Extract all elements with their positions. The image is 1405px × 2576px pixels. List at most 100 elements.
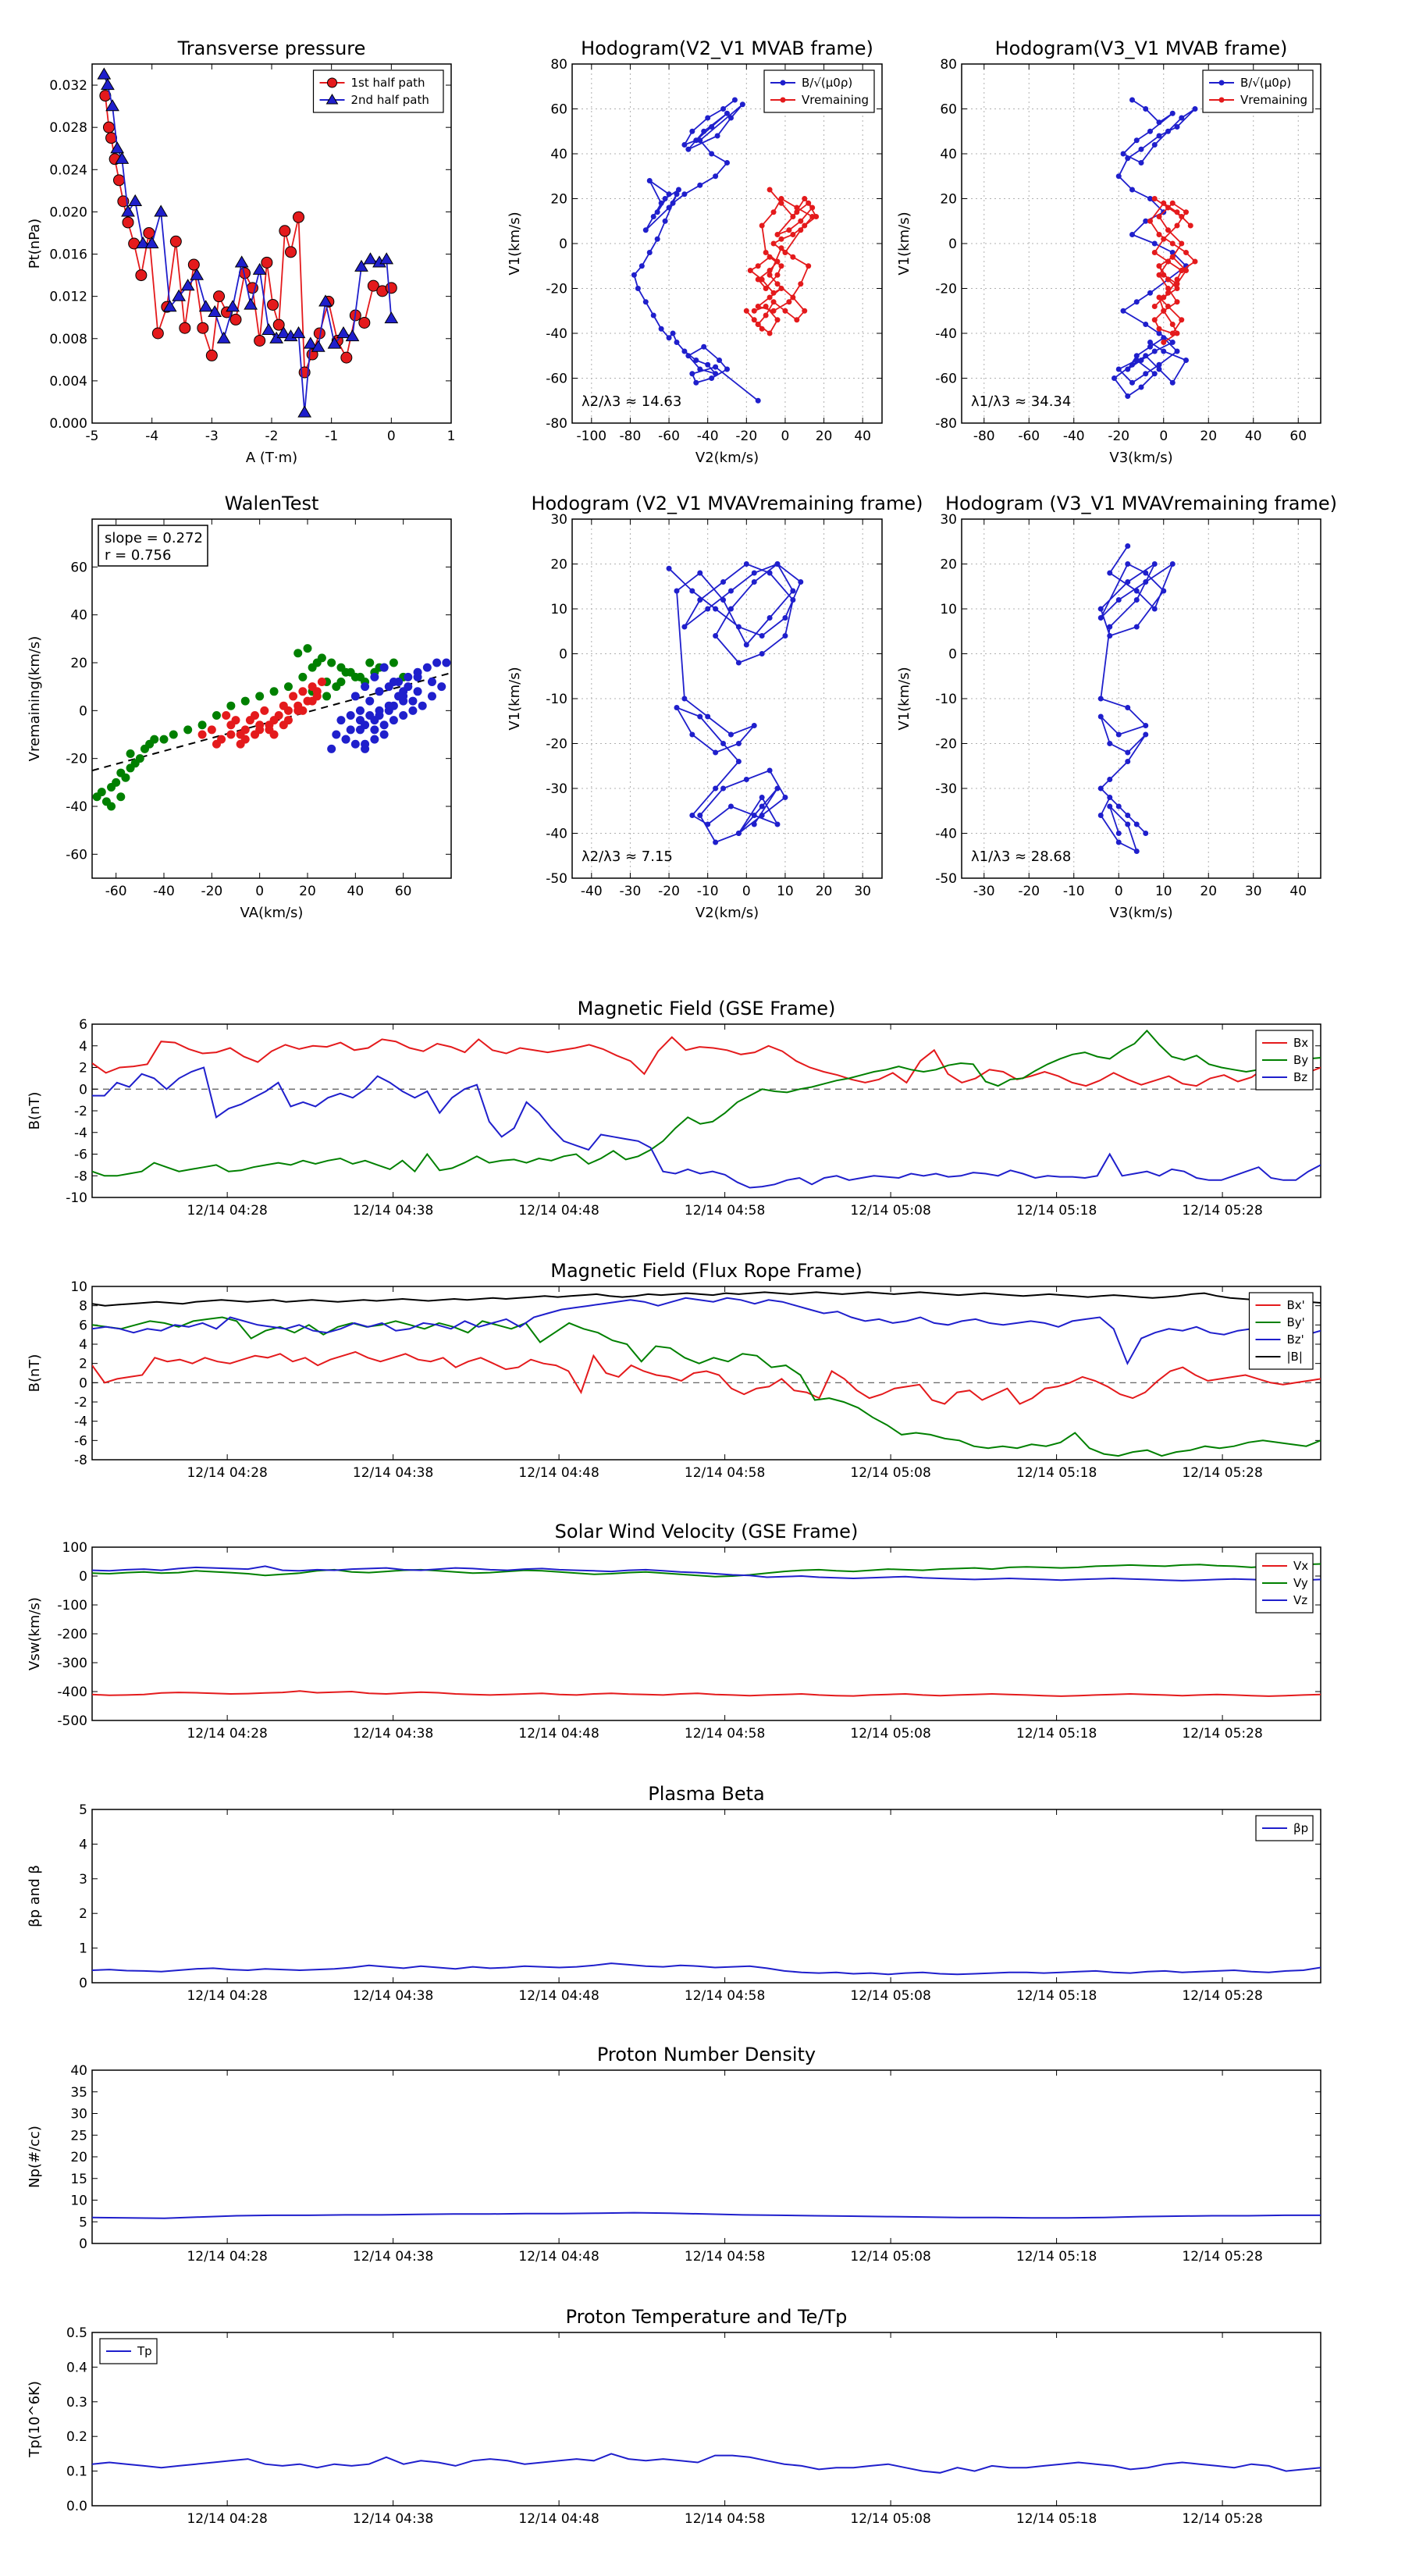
data-point [713,749,719,756]
data-point [1115,366,1122,372]
data-point [755,322,761,327]
x-tick-label: 1 [447,429,456,444]
data-point [727,115,734,121]
data-point [1143,371,1149,377]
y-tick-label: -2 [74,1395,87,1411]
data-point [767,767,773,774]
data-point [97,67,112,80]
data-point [705,821,711,827]
y-tick-label: -20 [66,752,87,767]
x-tick-label: -60 [658,429,680,444]
series-0 [92,2211,1321,2219]
x-axis-label: VA(km/s) [240,905,304,921]
data-point [346,710,355,720]
data-point [1133,849,1140,854]
x-tick-label: -3 [205,429,219,444]
data-point [336,678,346,687]
data-point [427,692,436,701]
data-point [413,672,422,681]
data-point [322,692,332,701]
y-tick-label: 10 [70,2194,87,2209]
data-point [778,236,784,242]
data-point [1125,705,1131,710]
x-tick-label: -20 [1018,884,1040,899]
y-tick-label: -10 [66,1190,87,1206]
data-point [222,710,231,720]
data-point [150,735,159,744]
data-point [709,151,715,157]
data-point [642,299,649,305]
data-point [1161,348,1167,354]
y-tick-label: -8 [74,1453,87,1468]
series-0 [1097,543,1176,854]
series-Vremaining [743,187,820,336]
data-point [735,831,742,836]
data-point [713,371,719,377]
data-point [778,200,784,206]
data-point [798,281,804,287]
data-point [1174,124,1180,130]
series-line [92,1316,1321,1457]
plot-area [92,1962,1321,1976]
data-point [212,739,221,749]
y-axis-label: Vsw(km/s) [27,1597,43,1670]
data-point [365,658,375,667]
data-point [786,227,792,233]
data-point [1187,222,1193,229]
y-tick-label: -30 [935,781,957,797]
y-tick-label: 20 [550,192,567,208]
data-point [1165,290,1171,296]
data-point [770,209,777,215]
x-tick-label: 12/14 05:28 [1182,1726,1262,1742]
data-point [747,268,753,273]
y-tick-label: -4 [74,1414,87,1430]
data-point [350,692,360,701]
y-tick-label: 60 [940,102,957,118]
data-point [782,250,788,255]
legend-label: 2nd half path [351,93,429,107]
data-point [363,252,378,265]
data-point [121,205,135,217]
plot-area [97,67,399,418]
data-point [231,716,240,725]
legend-label: Vremaining [802,93,869,107]
y-tick-label: -10 [935,692,957,707]
data-point [1133,137,1140,144]
data-point [1161,200,1167,206]
data-point [1125,813,1131,818]
data-point [261,256,273,269]
x-tick-label: -5 [86,429,99,444]
series-line [92,1291,1321,1307]
data-point [1112,375,1117,381]
series-line [92,1565,1321,1582]
data-point [646,250,653,255]
y-tick-label: 20 [940,557,957,573]
x-tick-label: 12/14 05:08 [850,1465,930,1481]
data-point [269,716,279,725]
y-tick-label: 30 [940,512,957,528]
data-point [767,330,773,336]
data-point [341,667,350,677]
data-point [705,361,711,368]
annotation-line: r = 0.756 [105,547,171,564]
data-point [116,792,126,802]
data-point [298,672,308,681]
annotation-box [98,525,208,567]
x-tick-label: 40 [854,429,871,444]
data-point [1143,322,1149,327]
data-point [267,298,279,311]
data-point [751,821,757,827]
data-point [1174,281,1180,287]
y-tick-label: 0.032 [49,78,87,94]
x-tick-label: 12/14 04:38 [353,2511,433,2527]
data-point [1147,343,1153,350]
data-point [442,658,451,667]
data-point [180,279,195,291]
x-axis-label: A (T·m) [246,450,297,466]
data-point [336,326,350,339]
legend-box [1202,69,1314,113]
data-point [1151,250,1158,255]
x-tick-label: 12/14 05:08 [850,1203,930,1219]
data-point [778,286,784,291]
y-tick-label: -8 [74,1169,87,1184]
